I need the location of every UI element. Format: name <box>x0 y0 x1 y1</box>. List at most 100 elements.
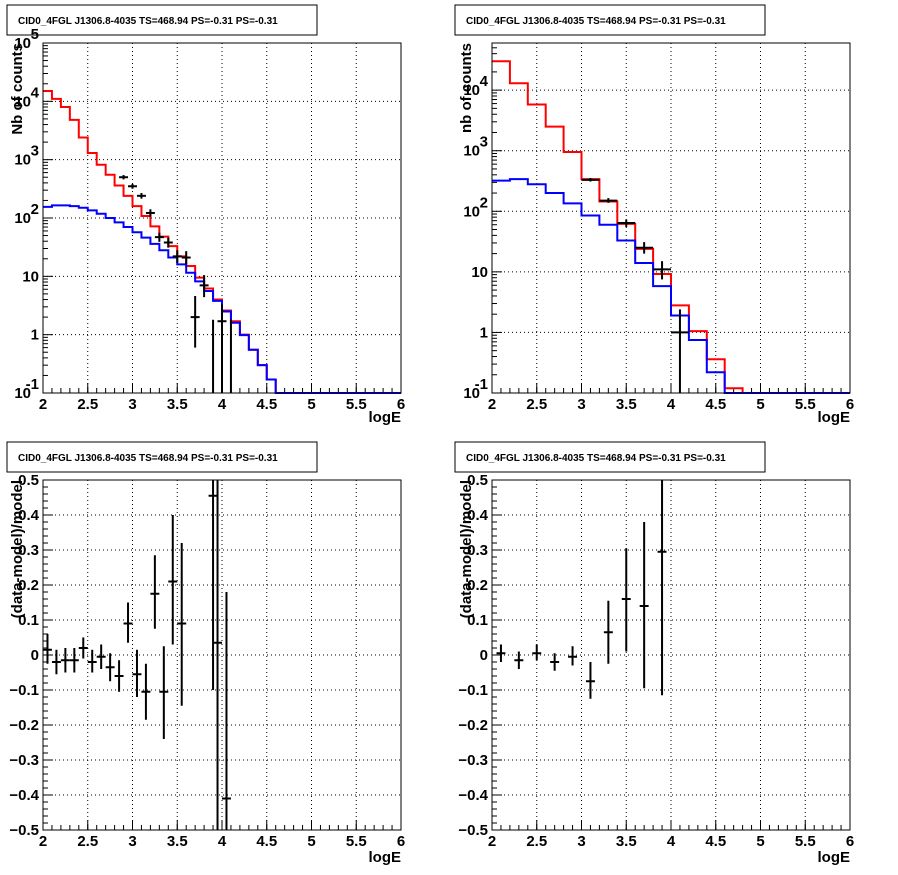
y-tick-label: −0.4 <box>458 787 488 804</box>
plot-area: 2 2.5 3 3.5 4 4.5 5 5.5 6 −0.5 −0.4 −0.3 −0.2 −0.1 0 0.… <box>458 472 854 850</box>
x-tick-label: 5 <box>756 833 764 850</box>
y-tick-exponent: -1 <box>26 376 39 393</box>
x-tick-label: 5 <box>756 396 764 413</box>
y-tick-label: 10 <box>471 264 488 281</box>
y-tick-exponent: 4 <box>480 73 489 90</box>
chart-title: CID0_4FGL J1306.8-4035 TS=468.94 PS=-0.3… <box>466 16 726 27</box>
x-tick-label: 3.5 <box>616 396 637 413</box>
chart-title: CID0_4FGL J1306.8-4035 TS=468.94 PS=-0.3… <box>18 16 278 27</box>
x-tick-label: 3 <box>577 833 585 850</box>
residual-panel-right: CID0_4FGL J1306.8-4035 TS=468.94 PS=-0.3… <box>454 441 854 866</box>
y-tick-exponent: 4 <box>31 84 40 101</box>
y-tick-label: 10 <box>14 210 31 227</box>
x-tick-label: 6 <box>846 833 854 850</box>
y-tick-label: −0.2 <box>458 717 488 734</box>
x-tick-label: 3.5 <box>616 833 637 850</box>
x-tick-label: 5.5 <box>346 833 367 850</box>
y-tick-exponent: 3 <box>480 134 488 151</box>
title-box <box>454 441 766 473</box>
y-tick-exponent: 2 <box>31 201 39 218</box>
x-axis-title: logE <box>369 409 402 426</box>
x-tick-label: 2 <box>488 833 496 850</box>
title-box <box>6 441 318 473</box>
y-tick-label: 0.3 <box>467 542 488 559</box>
title-box <box>6 4 318 36</box>
y-tick-label: 10 <box>22 268 39 285</box>
y-tick-label: 0.1 <box>467 612 488 629</box>
x-tick-label: 4.5 <box>256 833 277 850</box>
counts-panel-right: CID0_4FGL J1306.8-4035 TS=468.94 PS=-0.3… <box>454 4 854 426</box>
y-tick-exponent: 2 <box>480 194 488 211</box>
title-box <box>454 4 766 36</box>
counts-panel-left: CID0_4FGL J1306.8-4035 TS=468.94 PS=-0.3… <box>6 4 405 426</box>
x-tick-label: 4 <box>218 396 227 413</box>
x-tick-label: 5.5 <box>795 833 816 850</box>
y-tick-label: 1 <box>31 327 39 344</box>
x-tick-label: 5.5 <box>795 396 816 413</box>
y-tick-label: 10 <box>14 93 31 110</box>
y-tick-label: 0.5 <box>18 472 39 489</box>
y-tick-exponent: 3 <box>31 143 39 160</box>
y-tick-label: 0.2 <box>18 577 39 594</box>
y-tick-label: −0.5 <box>9 822 39 839</box>
x-axis-title: logE <box>818 409 851 426</box>
x-tick-label: 3.5 <box>167 396 188 413</box>
y-tick-label: 10 <box>463 385 480 402</box>
y-tick-label: 10 <box>14 385 31 402</box>
y-axis-title: nb of counts <box>458 43 475 133</box>
y-tick-label: −0.4 <box>9 787 39 804</box>
y-tick-label: 10 <box>14 35 31 52</box>
x-tick-label: 4 <box>667 833 676 850</box>
x-tick-label: 4.5 <box>705 396 726 413</box>
chart-title: CID0_4FGL J1306.8-4035 TS=468.94 PS=-0.3… <box>466 453 726 464</box>
x-tick-label: 3 <box>577 396 585 413</box>
plot-frame <box>491 479 851 831</box>
y-tick-label: 0.4 <box>18 507 40 524</box>
x-tick-label: 6 <box>397 833 405 850</box>
plot-area: 2 2.5 3 3.5 4 4.5 5 5.5 6 −0.5 −0.4 −0.3 −0.2 −0.1 0 0.… <box>9 472 405 850</box>
x-tick-label: 4 <box>667 396 676 413</box>
x-axis-title: logE <box>369 849 402 866</box>
y-tick-label: 10 <box>463 203 480 220</box>
x-tick-label: 4 <box>218 833 227 850</box>
x-tick-label: 2 <box>488 396 496 413</box>
y-tick-label: −0.1 <box>9 682 39 699</box>
x-tick-label: 5 <box>307 833 315 850</box>
x-tick-label: 2.5 <box>526 833 547 850</box>
y-tick-label: 0.2 <box>467 577 488 594</box>
x-tick-label: 5.5 <box>346 396 367 413</box>
x-tick-label: 6 <box>846 396 854 413</box>
x-tick-label: 2 <box>39 396 47 413</box>
x-tick-label: 2.5 <box>77 396 98 413</box>
plot-frame <box>42 42 402 394</box>
y-tick-label: 0.5 <box>467 472 488 489</box>
y-tick-exponent: -1 <box>475 376 488 393</box>
chart-title: CID0_4FGL J1306.8-4035 TS=468.94 PS=-0.3… <box>18 453 278 464</box>
y-tick-label: 1 <box>480 324 488 341</box>
x-tick-label: 2 <box>39 833 47 850</box>
y-tick-exponent: 5 <box>31 26 39 43</box>
y-tick-label: 0.4 <box>467 507 489 524</box>
y-tick-label: −0.2 <box>9 717 39 734</box>
y-tick-label: −0.5 <box>458 822 488 839</box>
x-tick-label: 3.5 <box>167 833 188 850</box>
y-axis-title: (data-model)/model <box>458 480 475 618</box>
x-tick-label: 6 <box>397 396 405 413</box>
x-axis-title: logE <box>818 849 851 866</box>
y-tick-label: 0 <box>480 647 488 664</box>
x-tick-label: 4.5 <box>256 396 277 413</box>
y-tick-label: −0.1 <box>458 682 488 699</box>
plot-frame <box>42 479 402 831</box>
y-tick-label: 10 <box>463 143 480 160</box>
y-axis-title: (data-model)/model <box>9 480 26 618</box>
x-tick-label: 3 <box>128 396 136 413</box>
x-tick-label: 5 <box>307 396 315 413</box>
y-tick-label: 10 <box>463 82 480 99</box>
plot-frame <box>491 42 851 394</box>
x-tick-label: 4.5 <box>705 833 726 850</box>
y-tick-label: 10 <box>14 152 31 169</box>
y-axis-title: Nb of counts <box>9 43 26 135</box>
